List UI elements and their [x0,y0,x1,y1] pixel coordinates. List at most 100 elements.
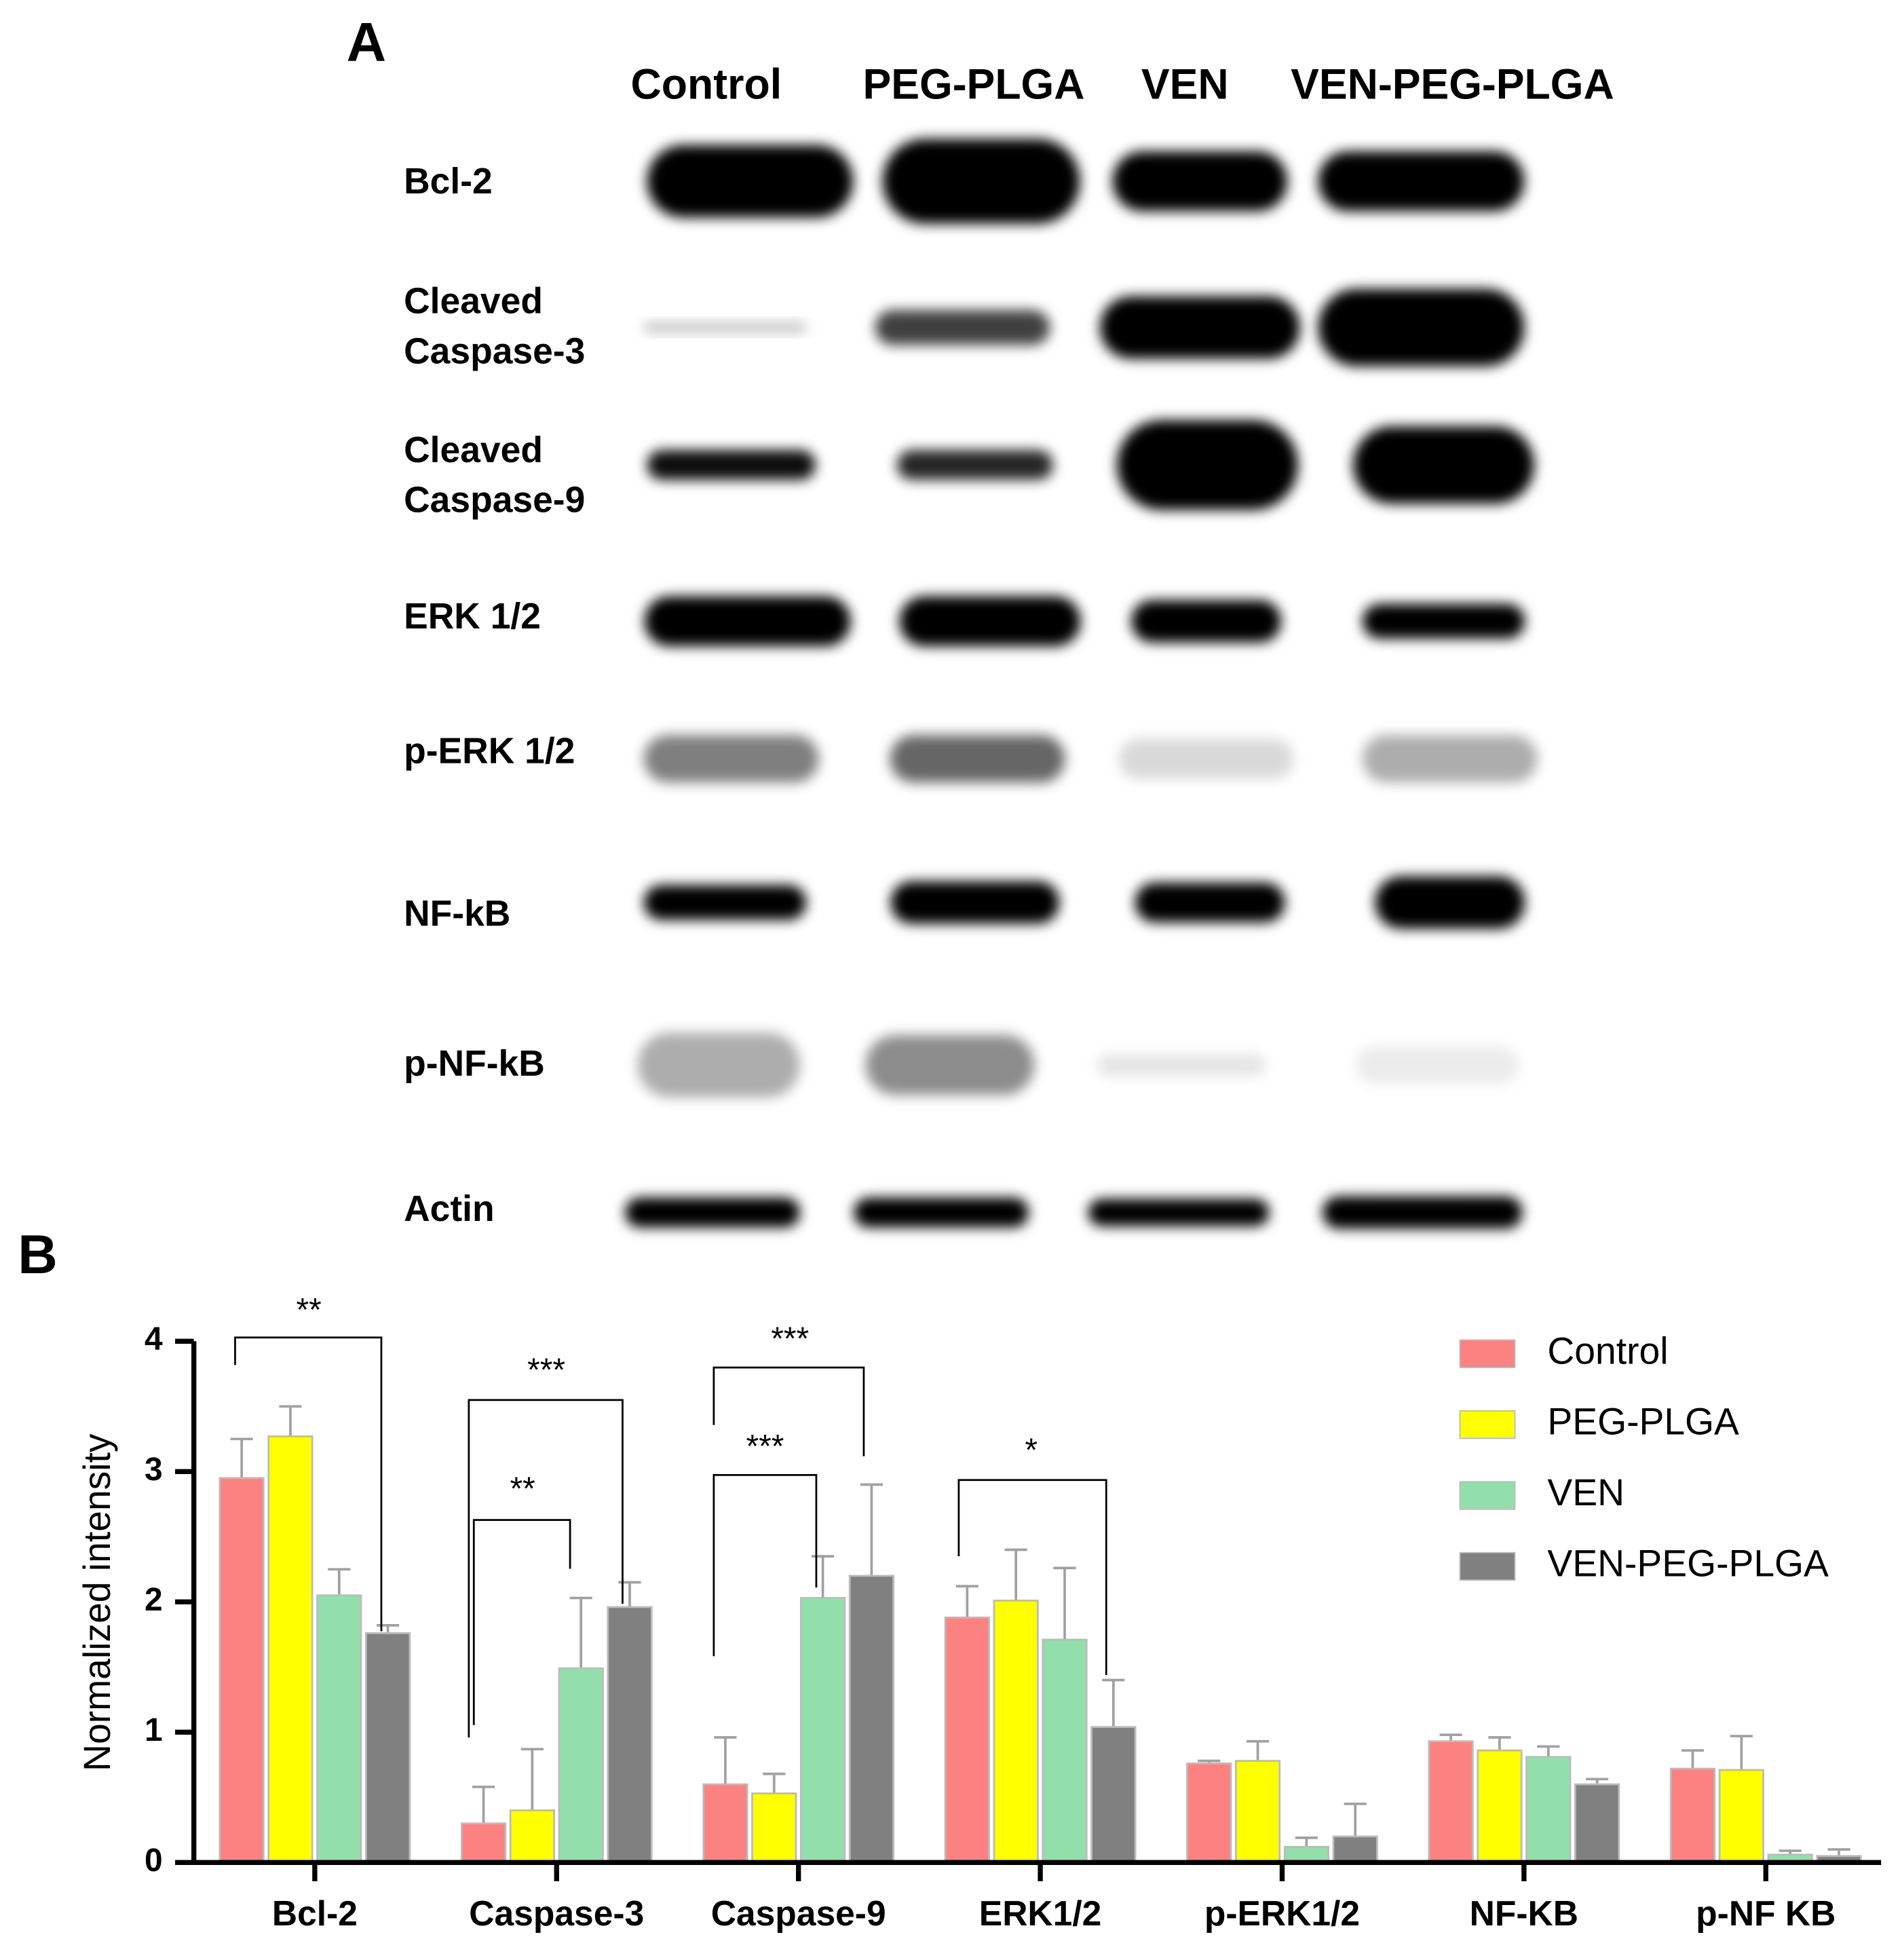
x-tick-label: ERK1/2 [979,1893,1102,1933]
lane-label: VEN-PEG-PLGA [1291,60,1614,108]
blot-band [1135,882,1285,923]
bar [848,1575,895,1864]
blot-band [1112,151,1288,212]
x-tick-label: NF-KB [1470,1893,1578,1933]
blot-band [644,596,851,647]
protein-label: Caspase-3 [404,331,585,371]
blot-band [882,138,1080,224]
bar [1332,1835,1378,1864]
lane-label: Control [631,60,782,108]
significance-label: ** [510,1471,535,1507]
significance-label: * [1025,1433,1038,1469]
lane-label: VEN [1141,60,1229,108]
error-bar [1537,1745,1560,1757]
x-tick-label: p-ERK1/2 [1204,1893,1360,1933]
protein-label: NF-kB [404,894,510,934]
protein-label: Actin [404,1189,495,1229]
y-tick-label: 2 [145,1582,163,1618]
error-bar [377,1624,400,1634]
western-blot [625,138,1538,1229]
significance-bracket [712,1366,865,1456]
blot-band [1322,1196,1523,1229]
blot-band [899,596,1081,647]
protein-label: p-ERK 1/2 [404,732,575,772]
error-bar [1295,1836,1318,1847]
bar [1042,1638,1088,1864]
legend-label: Control [1547,1330,1668,1372]
bar [1574,1783,1620,1864]
legend-swatch [1459,1410,1516,1439]
blot-band [865,1035,1035,1095]
protein-label: Bcl-2 [404,162,493,202]
bar [607,1606,653,1864]
error-bar [955,1585,978,1618]
bar [1090,1726,1137,1864]
x-tick-label: Bcl-2 [272,1893,358,1933]
error-bar [860,1483,884,1576]
legend-label: PEG-PLGA [1547,1401,1739,1443]
significance-bracket [468,1399,624,1738]
blot-band [1356,1046,1519,1084]
blot-band [1118,738,1294,779]
error-bar [1102,1678,1125,1727]
blot-band [1352,426,1535,504]
significance-bracket [712,1473,818,1657]
blot-band [647,145,854,218]
bar [944,1616,990,1864]
protein-label: Caspase-9 [404,480,585,521]
blot-band [637,1032,800,1098]
blot-band [875,309,1050,345]
significance-label: *** [527,1353,565,1389]
bar [558,1667,604,1864]
error-bar [1439,1733,1462,1741]
blot-band [890,881,1060,924]
error-bar [472,1786,495,1824]
error-bar [1488,1736,1511,1751]
legend-label: VEN-PEG-PLGA [1547,1543,1829,1585]
blot-band [1362,735,1538,783]
y-tick-label: 1 [145,1712,163,1748]
error-bar [1681,1749,1705,1769]
significance-bracket [957,1479,1107,1676]
blot-band [643,885,807,920]
bar [1428,1740,1474,1864]
error-bar [714,1736,737,1785]
blot-band [643,735,819,783]
blot-band [643,322,807,333]
error-bar [328,1568,351,1596]
x-tick-label: Caspase-3 [469,1893,644,1933]
significance-label: *** [746,1429,784,1465]
y-tick-label: 0 [145,1843,163,1879]
blot-band [647,450,816,480]
error-bar [763,1772,786,1794]
blot-band [1131,600,1282,643]
protein-label: p-NF-kB [404,1044,545,1084]
blot-band [1097,1053,1266,1076]
protein-label: Cleaved [404,430,543,470]
blot-band [1088,1199,1270,1226]
significance-bracket [472,1519,571,1725]
x-tick-label: p-NF KB [1696,1893,1836,1933]
bar [1718,1769,1764,1864]
blot-band [896,450,1053,480]
x-tick-label: Caspase-9 [711,1893,886,1933]
blot-band [1116,419,1298,510]
bar [751,1792,797,1864]
bar [365,1632,411,1864]
blot-band [890,735,1065,783]
error-bar [1004,1548,1027,1601]
bar [218,1477,265,1864]
error-bar [1053,1566,1076,1640]
error-bar [1730,1735,1753,1771]
error-bar [1246,1739,1270,1761]
blot-band [1375,876,1525,929]
bar [993,1600,1039,1864]
bar [799,1597,846,1864]
bar [702,1783,748,1864]
bar [316,1594,362,1864]
bar [1234,1760,1281,1864]
bar [1477,1749,1523,1864]
bar [460,1822,507,1864]
blot-band [1100,296,1300,359]
